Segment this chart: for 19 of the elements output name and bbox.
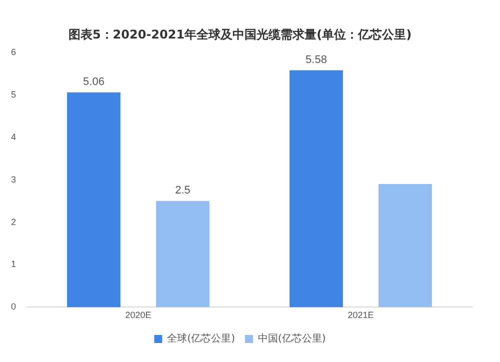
bar: [378, 184, 432, 308]
y-tick-label: 0: [10, 302, 16, 312]
y-tick-label: 2: [10, 216, 16, 227]
x-tick-label: 2021E: [348, 310, 374, 320]
data-label: 2.5: [175, 184, 190, 197]
bar: [156, 201, 210, 308]
chart-title: 图表5：2020-2021年全球及中国光缆需求量(单位：亿芯公里): [68, 27, 412, 42]
data-label: 5.06: [83, 76, 104, 88]
y-tick-label: 3: [10, 174, 16, 184]
y-tick-label: 1: [10, 259, 16, 270]
legend-label: 全球(亿芯公里): [167, 332, 236, 345]
bar: [67, 92, 120, 308]
bar: [290, 70, 343, 308]
data-label: 5.58: [306, 54, 327, 66]
legend-label: 中国(亿芯公里): [258, 332, 326, 345]
y-tick-label: 5: [10, 89, 16, 100]
x-tick-label: 2020E: [125, 310, 152, 320]
y-tick-label: 4: [10, 132, 16, 142]
y-tick-label: 6: [10, 46, 16, 57]
